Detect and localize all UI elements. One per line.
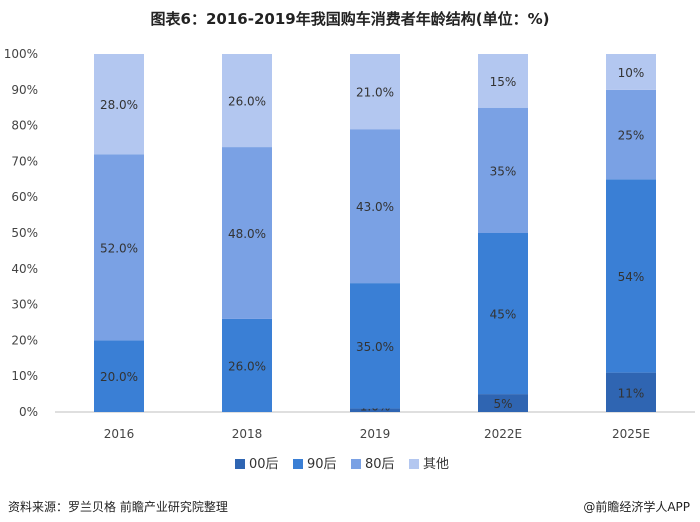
y-tick-label: 20% [11, 333, 38, 347]
data-label: 43.0% [356, 200, 394, 214]
x-tick-label: 2016 [104, 427, 135, 441]
legend-label: 90后 [307, 457, 337, 472]
bar-segment [478, 107, 528, 233]
bar-segment [478, 54, 528, 108]
data-label: 35% [490, 164, 517, 178]
data-label: 11% [618, 386, 645, 400]
bar-segment [350, 54, 400, 130]
x-tick-label: 2022E [484, 427, 522, 441]
bar-segment [222, 147, 272, 319]
bar-segment [222, 54, 272, 148]
x-tick-label: 2025E [612, 427, 650, 441]
source-note: 资料来源：罗兰贝格 前瞻产业研究院整理 [8, 500, 228, 514]
bar-segment [94, 154, 144, 341]
chart-title: 图表6：2016-2019年我国购车消费者年龄结构(单位：%) [150, 10, 550, 28]
legend-swatch [351, 459, 361, 469]
bar-segment [478, 233, 528, 395]
y-tick-label: 10% [11, 369, 38, 383]
y-tick-label: 50% [11, 226, 38, 240]
y-tick-label: 100% [4, 47, 38, 61]
y-tick-label: 0% [19, 405, 38, 419]
y-tick-label: 40% [11, 262, 38, 276]
y-tick-label: 90% [11, 83, 38, 97]
stacked-bar-chart: 0%10%20%30%40%50%60%70%80%90%100%0.0%20.… [4, 47, 695, 472]
data-label: 52.0% [100, 241, 138, 255]
legend-label: 80后 [365, 457, 395, 472]
y-tick-label: 30% [11, 298, 38, 312]
data-label: 35.0% [356, 340, 394, 354]
bar-segment [606, 54, 656, 90]
legend-swatch [293, 459, 303, 469]
bar-segment [606, 179, 656, 373]
data-label: 26.0% [228, 359, 266, 373]
x-tick-label: 2019 [360, 427, 391, 441]
y-tick-label: 70% [11, 154, 38, 168]
legend-swatch [235, 459, 245, 469]
data-label: 21.0% [356, 86, 394, 100]
legend-swatch [409, 459, 419, 469]
data-label: 48.0% [228, 227, 266, 241]
y-tick-label: 80% [11, 119, 38, 133]
bar-segment [222, 318, 272, 412]
data-label: 25% [618, 129, 645, 143]
data-label: 26.0% [228, 95, 266, 109]
bar-segment [350, 408, 400, 412]
bar-segment [606, 372, 656, 412]
brand-credit: @前瞻经济学人APP [583, 500, 690, 514]
bar-segment [350, 129, 400, 284]
data-label: 54% [618, 270, 645, 284]
data-label: 10% [618, 66, 645, 80]
bar-segment [94, 54, 144, 155]
data-label: 5% [493, 397, 512, 411]
data-label: 15% [490, 75, 517, 89]
bar-segment [94, 340, 144, 412]
data-label: 20.0% [100, 370, 138, 384]
legend-label: 其他 [423, 457, 449, 472]
bar-segment [606, 89, 656, 180]
bar-segment [350, 283, 400, 409]
data-label: 28.0% [100, 98, 138, 112]
legend-label: 00后 [249, 457, 279, 472]
data-label: 45% [490, 308, 517, 322]
bar-segment [478, 394, 528, 412]
x-tick-label: 2018 [232, 427, 263, 441]
y-tick-label: 60% [11, 190, 38, 204]
